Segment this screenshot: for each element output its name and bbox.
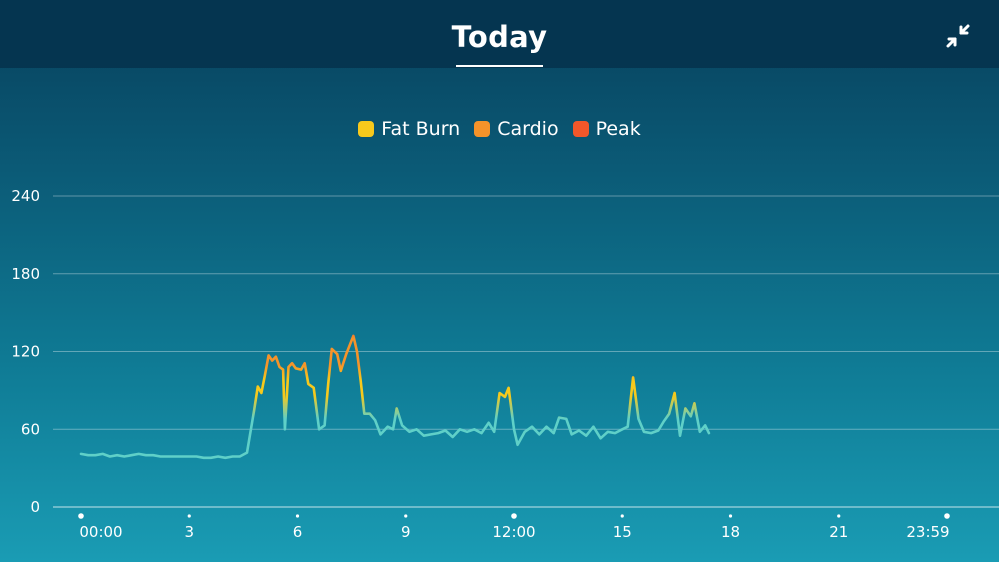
x-tick-label: 15 — [613, 523, 632, 541]
legend-label-fat-burn: Fat Burn — [381, 118, 461, 140]
chart-legend: Fat Burn Cardio Peak — [0, 118, 999, 140]
legend-swatch-peak — [572, 121, 589, 137]
x-tick-label: 00:00 — [79, 523, 122, 541]
y-tick-label: 0 — [30, 498, 40, 516]
legend-item-peak[interactable]: Peak — [572, 118, 641, 140]
x-tick-dot — [728, 514, 733, 518]
title-underline — [456, 65, 543, 67]
legend-item-fat-burn[interactable]: Fat Burn — [358, 118, 460, 140]
x-tick-label: 21 — [829, 523, 848, 541]
y-tick-label: 120 — [11, 343, 40, 361]
x-tick-label: 12:00 — [492, 523, 535, 541]
y-tick-label: 240 — [11, 187, 40, 205]
x-tick-dot — [404, 514, 408, 518]
x-tick-label: 3 — [184, 523, 194, 541]
legend-swatch-cardio — [474, 121, 491, 137]
heart-rate-line — [79, 334, 711, 460]
x-tick-dot — [944, 513, 950, 519]
x-tick-label: 6 — [293, 523, 303, 541]
x-tick-dot — [78, 513, 84, 519]
page-title: Today — [451, 20, 548, 54]
legend-item-cardio[interactable]: Cardio — [474, 118, 559, 140]
collapse-arrows-icon[interactable] — [940, 18, 976, 54]
x-tick-label: 18 — [721, 523, 740, 541]
x-tick-dot — [511, 513, 517, 519]
legend-label-peak: Peak — [595, 118, 641, 140]
legend-swatch-fat-burn — [358, 121, 375, 137]
top-bar — [0, 0, 999, 68]
y-tick-label: 180 — [11, 265, 40, 283]
x-tick-dot — [295, 514, 300, 518]
x-tick-dot — [620, 514, 624, 518]
y-tick-label: 60 — [21, 420, 40, 438]
x-tick-dot — [837, 514, 841, 518]
x-tick-dot — [187, 514, 191, 518]
x-tick-label: 23:59 — [906, 523, 949, 541]
legend-label-cardio: Cardio — [497, 118, 559, 140]
x-tick-label: 9 — [401, 523, 411, 541]
